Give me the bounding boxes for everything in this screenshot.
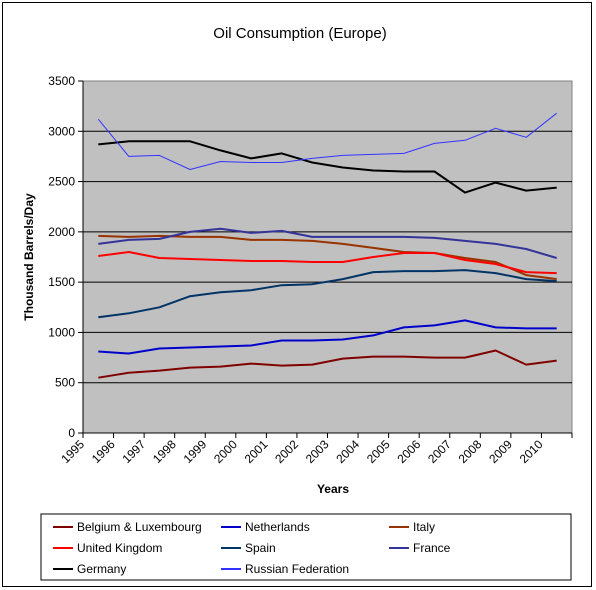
x-tick-label: 2004	[333, 437, 362, 466]
legend-label-united-kingdom: United Kingdom	[77, 541, 162, 555]
legend-label-italy: Italy	[413, 520, 435, 534]
y-tick-label: 1000	[48, 325, 75, 339]
x-tick-label: 2000	[211, 437, 240, 466]
x-tick-label: 1996	[89, 437, 118, 466]
chart-svg: Oil Consumption (Europe) 0 500 1000 1500 200…	[22, 25, 573, 581]
y-tick-label: 3000	[48, 124, 75, 138]
series-lines	[97, 112, 558, 379]
x-tick-label: 2003	[303, 437, 332, 466]
y-tick-labels: 0 500 1000 1500 2000 2500 3000 3500	[48, 74, 75, 440]
x-tick-label: 1999	[181, 437, 210, 466]
series-line-germany	[98, 140, 557, 194]
chart-title: Oil Consumption (Europe)	[213, 25, 386, 42]
x-tick-label: 1998	[150, 437, 179, 466]
y-tick-label: 1500	[48, 275, 75, 289]
legend-box	[40, 513, 572, 581]
y-tick-label: 0	[68, 426, 75, 440]
x-tick-label: 2008	[456, 437, 485, 466]
plot-area	[82, 80, 573, 434]
series-line-russian-federation	[97, 112, 558, 170]
x-tick-label: 2007	[425, 437, 454, 466]
x-tick-labels: 1995 1996 1997 1998 1999 2000 2001 2002 2003 2004…	[58, 437, 545, 466]
series-line-france	[98, 227, 557, 259]
legend-label-spain: Spain	[245, 541, 276, 555]
series-line-belgium-luxembourg	[98, 349, 557, 379]
legend-label-russian-federation: Russian Federation	[245, 562, 349, 576]
x-tick-label: 2005	[364, 437, 393, 466]
series-line-united-kingdom	[98, 251, 557, 275]
x-tick-label: 1995	[58, 437, 87, 466]
x-tick-label: 1997	[119, 437, 148, 466]
x-tick-label: 2006	[395, 437, 424, 466]
x-tick-label: 2001	[242, 437, 271, 466]
x-axis-label: Years	[317, 482, 349, 496]
x-tick-label: 2010	[517, 437, 546, 466]
y-tick-label: 3500	[48, 74, 75, 88]
y-tick-label: 2500	[48, 175, 75, 189]
x-tick-label: 2002	[272, 437, 301, 466]
y-tick-label: 500	[55, 376, 75, 390]
legend-label-netherlands: Netherlands	[245, 520, 310, 534]
series-line-netherlands	[98, 319, 557, 355]
y-tick-label: 2000	[48, 225, 75, 239]
legend-label-france: France	[413, 541, 451, 555]
legend-label-germany: Germany	[77, 562, 126, 576]
series-line-spain	[98, 269, 557, 319]
x-tick-label: 2009	[486, 437, 515, 466]
legend: Belgium & Luxembourg Netherlands Italy Unit…	[53, 520, 451, 576]
legend-label-belgium-luxembourg: Belgium & Luxembourg	[77, 520, 202, 534]
y-axis-label: Thousand Barrels/Day	[22, 193, 36, 321]
